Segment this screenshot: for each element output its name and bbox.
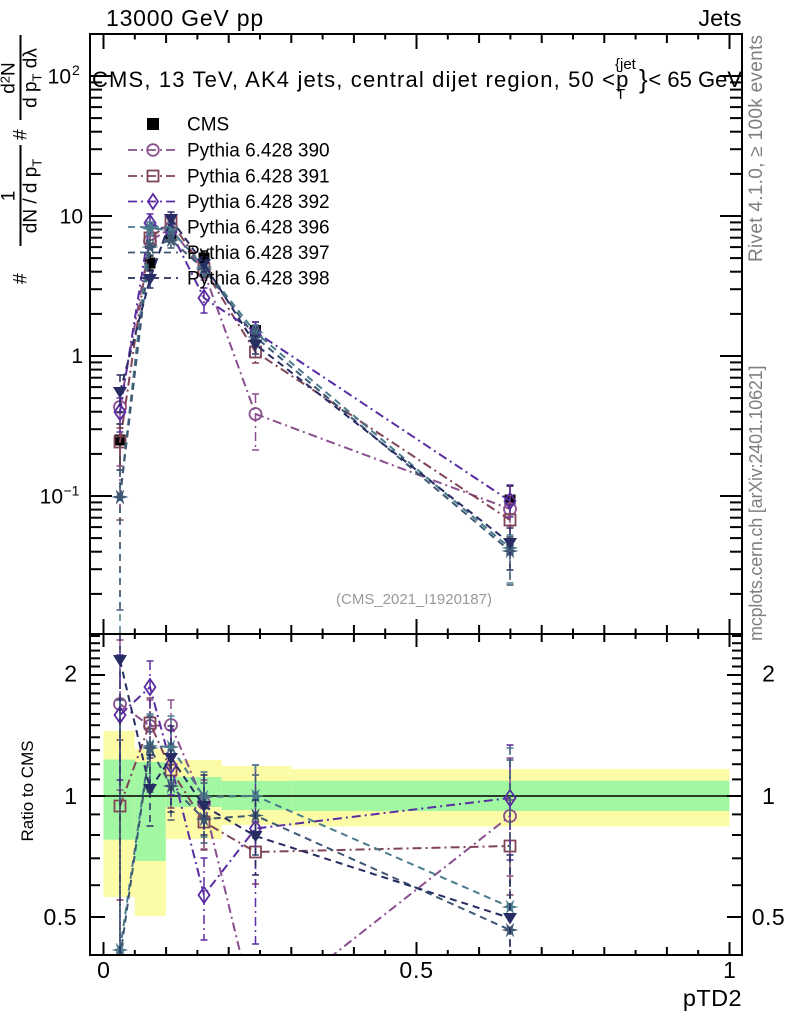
- svg-text:}: }: [639, 64, 648, 94]
- svg-text:(CMS_2021_I1920187): (CMS_2021_I1920187): [336, 591, 492, 608]
- svg-text:−1: −1: [64, 483, 80, 499]
- svg-text:1: 1: [723, 957, 736, 983]
- svg-text:2: 2: [762, 661, 775, 687]
- svg-text:mcplots.cern.ch [arXiv:2401.10: mcplots.cern.ch [arXiv:2401.10621]: [746, 366, 766, 641]
- svg-text:Pythia 6.428 390: Pythia 6.428 390: [187, 141, 330, 162]
- svg-text:10: 10: [40, 486, 63, 509]
- svg-text:0.5: 0.5: [44, 904, 77, 930]
- svg-text:1: 1: [762, 783, 775, 809]
- svg-text:Pythia 6.428 398: Pythia 6.428 398: [187, 269, 330, 290]
- svg-text:Pythia 6.428 392: Pythia 6.428 392: [187, 192, 330, 213]
- svg-text:{jet: {jet: [615, 56, 637, 73]
- svg-text:dN / d pT: dN / d pT: [21, 159, 45, 234]
- svg-text:Pythia 6.428 391: Pythia 6.428 391: [187, 167, 330, 188]
- svg-text:10: 10: [48, 66, 71, 89]
- svg-text:0: 0: [97, 957, 110, 983]
- svg-text:Jets: Jets: [698, 5, 741, 31]
- svg-text:1: 1: [64, 783, 77, 809]
- svg-text:#: #: [11, 273, 32, 284]
- svg-text:pTD2: pTD2: [683, 985, 742, 1011]
- svg-text:CMS: CMS: [187, 115, 229, 136]
- svg-text:2: 2: [64, 661, 77, 687]
- svg-text:CMS, 13 TeV, AK4 jets, central: CMS, 13 TeV, AK4 jets, central dijet reg…: [92, 67, 630, 92]
- svg-text:0.5: 0.5: [399, 957, 433, 983]
- svg-text:Rivet 4.1.0, ≥ 100k events: Rivet 4.1.0, ≥ 100k events: [746, 35, 767, 262]
- svg-text:13000 GeV pp: 13000 GeV pp: [106, 5, 264, 31]
- svg-text:10: 10: [60, 206, 83, 229]
- svg-text:#: #: [11, 129, 32, 140]
- svg-text:1: 1: [0, 191, 20, 202]
- svg-text:d2N: d2N: [0, 62, 20, 94]
- svg-text:2: 2: [72, 62, 80, 78]
- svg-text:< 65 GeV: < 65 GeV: [648, 67, 742, 92]
- svg-text:Ratio to CMS: Ratio to CMS: [18, 740, 37, 841]
- svg-text:T: T: [616, 86, 625, 103]
- svg-text:0.5: 0.5: [752, 904, 785, 930]
- svg-text:Pythia 6.428 397: Pythia 6.428 397: [187, 243, 330, 264]
- svg-text:1: 1: [71, 345, 83, 368]
- svg-text:Pythia 6.428 396: Pythia 6.428 396: [187, 218, 330, 239]
